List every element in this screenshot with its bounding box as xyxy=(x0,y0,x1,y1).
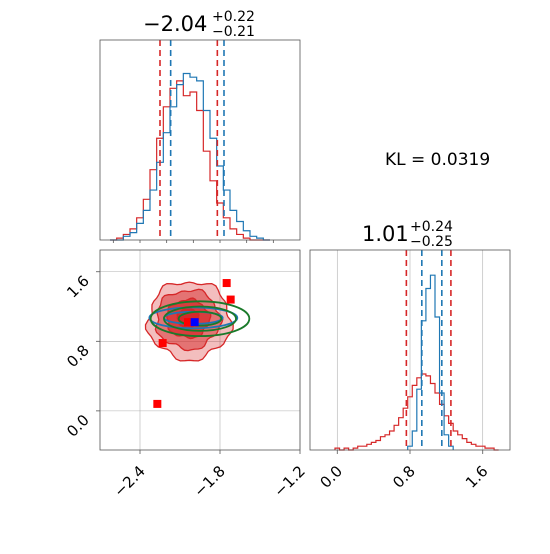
joint-contour-green-7 xyxy=(163,305,237,332)
kl-label: KL = 0.0319 xyxy=(385,150,490,170)
hist2-series-blue xyxy=(407,274,454,450)
joint-ytick-label: 0.0 xyxy=(63,411,93,441)
hist1-series-red xyxy=(110,80,270,241)
joint-marker-1 xyxy=(158,339,167,348)
joint-contour-green-6 xyxy=(149,300,251,337)
hist2-xtick-label: 1.6 xyxy=(462,462,492,492)
joint-contour-green-8 xyxy=(177,310,223,327)
hist2-xtick-label: 0.8 xyxy=(389,462,419,492)
title-param1-lower: −0.21 xyxy=(212,24,255,40)
joint-marker-6 xyxy=(190,318,199,327)
hist1-series-blue xyxy=(110,72,270,241)
marginal-histogram-param1 xyxy=(99,39,301,243)
marginal-histogram-param2: 0.0 0.8 1.6 xyxy=(309,249,511,492)
joint-marker-2 xyxy=(222,279,231,288)
title-param1-upper: +0.22 xyxy=(212,9,255,25)
title-param2: 1.01 xyxy=(362,222,409,246)
hist1-axes-frame xyxy=(99,39,301,241)
hist2-series-red xyxy=(334,373,499,451)
joint-ytick-label: 1.6 xyxy=(63,272,93,302)
hist2-xtick-label: 0.0 xyxy=(317,462,347,492)
joint-marker-0 xyxy=(153,399,162,408)
joint-xtick-label: −2.4 xyxy=(110,462,148,500)
title-param2-value: 1.01 xyxy=(362,222,409,246)
joint-axes-frame xyxy=(99,249,301,451)
joint-xtick-label: −1.8 xyxy=(190,462,228,500)
joint-marker-3 xyxy=(226,295,235,304)
joint-xtick-label: −1.2 xyxy=(270,462,308,500)
title-param1: −2.04 xyxy=(143,12,207,36)
title-param1-value: −2.04 xyxy=(143,12,207,36)
title-param2-lower: −0.25 xyxy=(410,234,453,250)
joint-contour-panel: −2.4 −1.8 −1.2 0.0 0.8 1.6 xyxy=(63,249,309,501)
joint-ytick-label: 0.8 xyxy=(63,341,93,371)
title-param2-upper: +0.24 xyxy=(410,219,453,235)
